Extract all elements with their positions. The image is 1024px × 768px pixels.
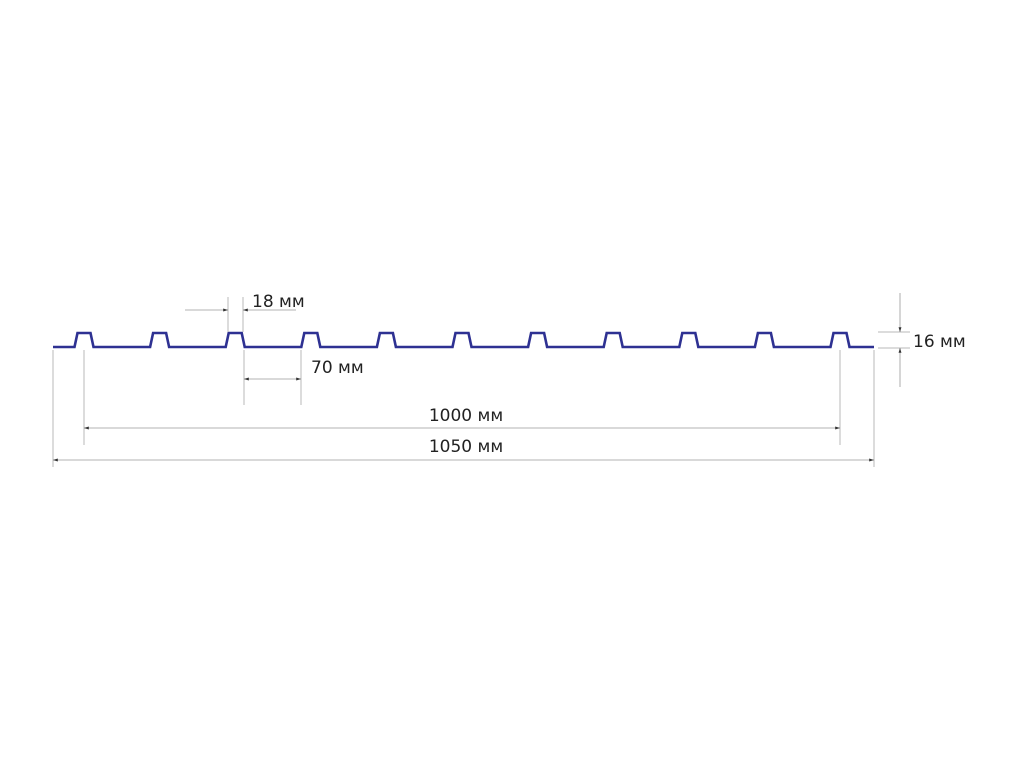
rib-pitch-label: 70 мм — [311, 358, 364, 378]
rib-top-label: 18 мм — [252, 292, 305, 312]
useful-width-label: 1000 мм — [429, 406, 503, 426]
dimension-useful-width: 1000 мм — [83, 350, 841, 445]
rib-height-label: 16 мм — [913, 332, 966, 352]
dimension-total-width: 1050 мм — [52, 350, 875, 467]
corrugated-profile-line — [53, 331, 874, 349]
dimension-rib-pitch: 70 мм — [243, 350, 364, 405]
total-width-label: 1050 мм — [429, 437, 503, 457]
dimension-rib-height: 16 мм — [878, 293, 966, 387]
dimension-rib-top: 18 мм — [185, 292, 305, 332]
